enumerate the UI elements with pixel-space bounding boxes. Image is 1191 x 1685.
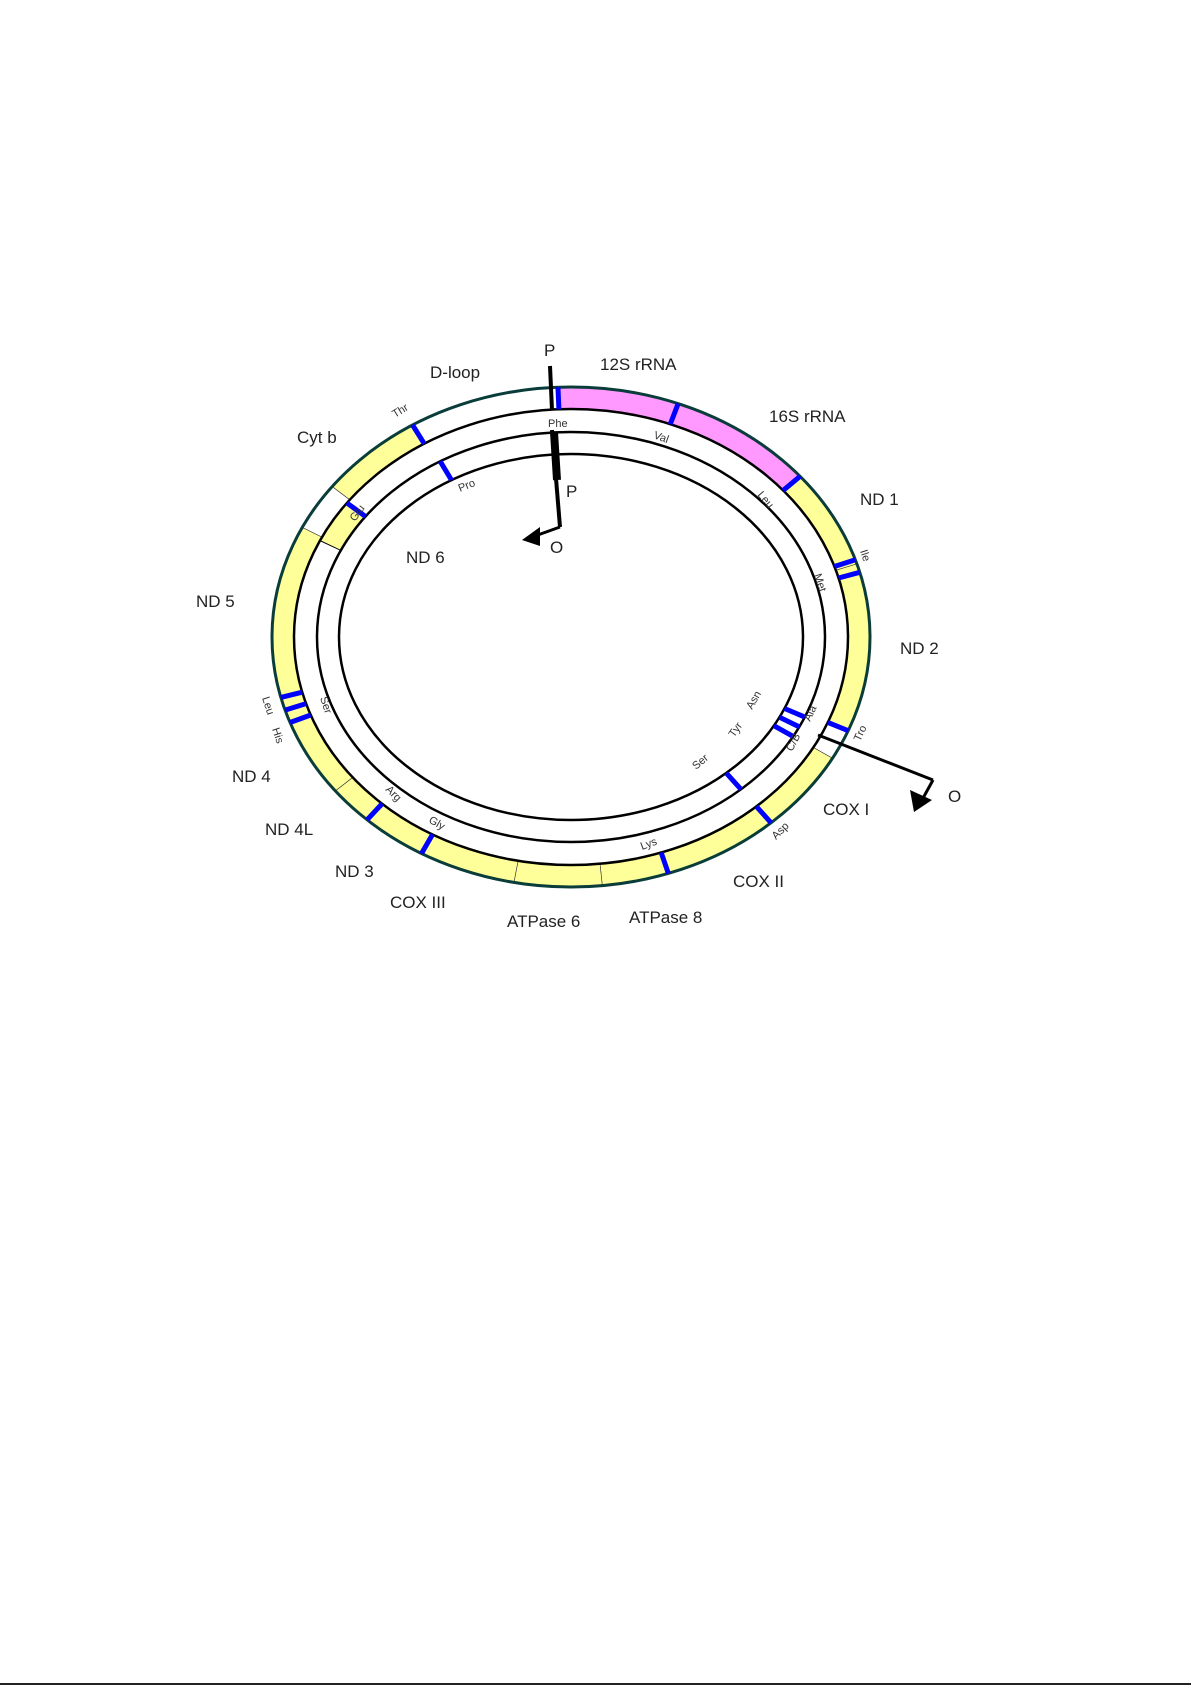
trna-label-met: Met (811, 572, 828, 593)
gene-segment-cox1 (755, 747, 833, 824)
trna-mark-tyr (783, 706, 806, 720)
gene-label-12s-rrna: 12S rRNA (600, 355, 677, 374)
gene-segment-12s-rrna (557, 386, 679, 425)
trna-label-ile: Ile (857, 548, 872, 563)
trna-mark-leu (781, 474, 802, 493)
trna-mark-his (289, 712, 312, 725)
trna-label-asn: Asn (744, 689, 764, 711)
gene-label-nd4: ND 4 (232, 767, 271, 786)
gene-label-cox1: COX I (823, 800, 869, 819)
ring-outline (292, 407, 850, 867)
gene-label-cox2: COX II (733, 872, 784, 891)
light-origin-arrow (817, 733, 935, 812)
gene-label-cox3: COX III (390, 893, 446, 912)
gene-segment-cox2 (660, 805, 772, 874)
gene-label-nd1: ND 1 (860, 490, 899, 509)
gene-label-nd3: ND 3 (335, 862, 374, 881)
trna-mark-arg (365, 802, 384, 822)
trna-label-ser-2: Ser (690, 752, 711, 772)
trna-label-leu-2: Leu (259, 695, 276, 716)
ring-outline (337, 452, 805, 822)
light-promoter-label: P (566, 482, 577, 501)
trna-mark-ser (284, 701, 307, 713)
trna-mark-cys (772, 723, 795, 739)
trna-label-ser: Ser (317, 695, 334, 715)
trna-label-leu: Leu (755, 489, 776, 511)
gene-segment-nd1 (782, 475, 858, 571)
trna-mark-glu (345, 500, 367, 519)
trna-marks (280, 387, 861, 875)
heavy-origin-label: O (550, 538, 563, 557)
trna-mark-leu-2 (280, 689, 303, 700)
heavy-promoter-label: P (544, 341, 555, 360)
ring-outline (315, 430, 827, 844)
gene-label-nd4l: ND 4L (265, 820, 313, 839)
gene-label-nd6: ND 6 (406, 548, 445, 567)
gene-label-nd5: ND 5 (196, 592, 235, 611)
trna-label-tyr: Tyr (727, 720, 746, 740)
gene-label-atpase6: ATPase 6 (507, 912, 580, 931)
genome-rings (270, 385, 872, 889)
trna-mark-trp (826, 720, 850, 733)
gene-segment-cytb (331, 424, 425, 501)
trna-label-gly: Gly (427, 814, 448, 833)
trna-mark-lys (658, 851, 671, 875)
trna-mark-asp (754, 804, 773, 825)
trna-mark-val (667, 402, 681, 426)
trna-label-lys: Lys (639, 836, 659, 853)
trna-mark-phe (555, 387, 562, 410)
trna-label-thr: Thr (390, 401, 411, 420)
trna-label-phe: Phe (548, 418, 568, 430)
trna-mark-asn (778, 714, 801, 730)
light-origin-label: O (948, 787, 961, 806)
trna-mark-gly (419, 833, 435, 855)
gene-label-16s-rrna: 16S rRNA (769, 407, 846, 426)
heavy-promoter-arrow (522, 365, 562, 546)
trna-label-arg: Arg (383, 784, 404, 805)
trna-mark-ser-2 (724, 771, 743, 792)
trna-label-pro: Pro (457, 477, 477, 495)
trna-label-val: Val (652, 430, 670, 446)
trna-mark-met (837, 569, 861, 581)
trna-label-his: His (269, 726, 285, 745)
gene-label-atpase8: ATPase 8 (629, 908, 702, 927)
trna-mark-ile (833, 557, 857, 569)
gene-label-cytb: Cyt b (297, 428, 337, 447)
ring-outline (270, 385, 872, 889)
gene-label-nd2: ND 2 (900, 639, 939, 658)
trna-label-asp: Asp (770, 820, 792, 842)
trna-label-trp: Tro (852, 724, 870, 744)
trna-label-ala: Ala (802, 703, 820, 723)
trna-mark-pro (438, 459, 454, 482)
trna-mark-thr (410, 423, 427, 445)
gene-label-dloop: D-loop (430, 363, 480, 382)
page-bottom-border (0, 1683, 1191, 1685)
